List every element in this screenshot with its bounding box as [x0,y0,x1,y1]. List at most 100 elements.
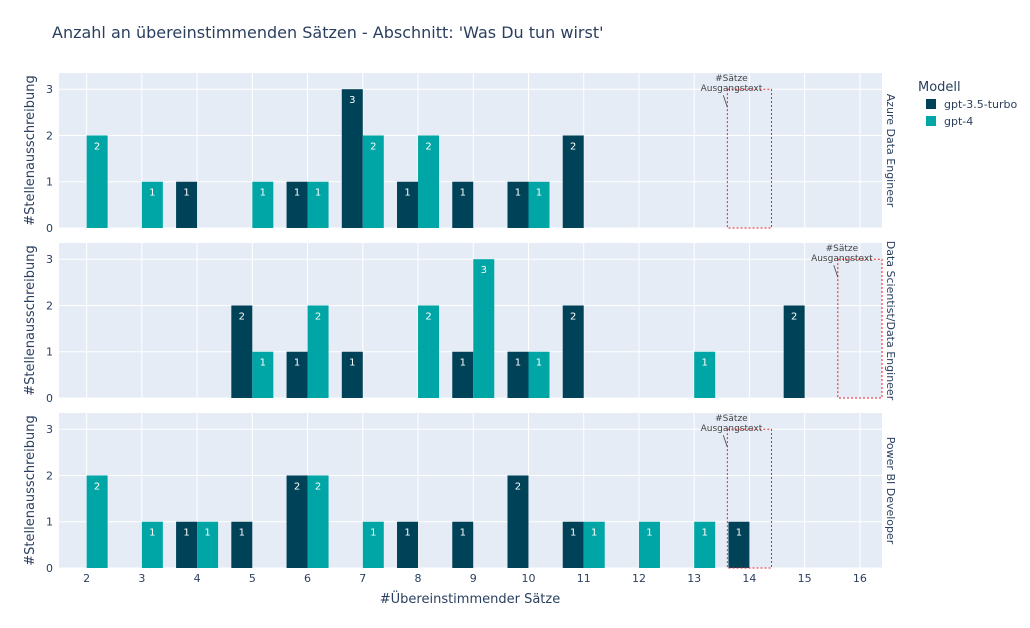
x-tick-label: 9 [470,572,477,585]
bar-value-label: 1 [204,528,210,539]
bar-value-label: 1 [460,358,466,369]
bar [86,475,108,568]
legend-item-label: gpt-3.5-turbo [944,98,1017,111]
y-tick-label: 1 [46,516,53,529]
y-tick-label: 0 [46,222,53,235]
bar [507,181,529,228]
bar [86,135,108,228]
x-tick-label: 3 [138,572,145,585]
bar [141,181,163,228]
bar [562,135,584,228]
bar [176,521,198,568]
x-tick-label: 14 [742,572,756,585]
bar-value-label: 2 [515,481,521,492]
bar-value-label: 1 [294,188,300,199]
facet-panels: 0 1 2 3 #Stellenausschreibung Azure Data Engi… [23,73,897,575]
bar-value-label: 1 [260,188,266,199]
x-tick-label: 11 [577,572,591,585]
bar-value-label: 1 [736,528,742,539]
facet-panel: 0 1 2 3 #Stellenausschreibung Azure Data Engi… [23,73,897,235]
x-tick-label: 5 [249,572,256,585]
bar-value-label: 2 [425,141,431,152]
bar-value-label: 1 [702,358,708,369]
bar [341,351,363,398]
facet-panel: 0 1 2 3 #Stellenausschreibung Power BI Develo… [23,413,897,575]
bar-value-label: 2 [294,481,300,492]
y-tick-label: 1 [46,346,53,359]
legend-item-label: gpt-4 [944,115,973,128]
y-tick-label: 2 [46,129,53,142]
x-axis: 2 3 4 5 6 7 8 9 10 11 12 13 14 15 16 [83,572,867,585]
x-tick-label: 4 [194,572,201,585]
bar [141,521,163,568]
bar-value-label: 1 [239,528,245,539]
bar-value-label: 1 [183,188,189,199]
bar [341,89,363,228]
y-tick-label: 0 [46,562,53,575]
bar [638,521,660,568]
bar [452,181,474,228]
bar-value-label: 1 [515,358,521,369]
bar-value-label: 2 [370,141,376,152]
bar-value-label: 1 [404,528,410,539]
bar [694,351,716,398]
bar [452,521,474,568]
chart-title: Anzahl an übereinstimmenden Sätzen - Abs… [52,23,604,42]
annotation-text: #Sätze [826,244,859,254]
bar-value-label: 1 [183,528,189,539]
y-tick-label: 2 [46,299,53,312]
bar-value-label: 2 [94,481,100,492]
bar [694,521,716,568]
annotation-arrow [722,95,728,108]
y-tick-label: 0 [46,392,53,405]
facet-label: Data Scientist/Data Engineer [884,241,897,401]
bar-value-label: 1 [149,528,155,539]
bar-value-label: 1 [404,188,410,199]
annotation-text: Ausgangstext [811,254,873,264]
legend[interactable]: Modell gpt-3.5-turbo gpt-4 [918,80,1017,128]
bar [286,181,308,228]
bar-value-label: 2 [570,311,576,322]
bar-value-label: 1 [536,358,542,369]
bar [473,259,495,398]
facet-panel: 0 1 2 3 #Stellenausschreibung Data Scientist/… [23,241,897,405]
x-tick-label: 2 [83,572,90,585]
bar [252,181,274,228]
y-tick-label: 3 [46,423,53,436]
bar [307,305,329,398]
reference-box [726,428,773,569]
legend-title: Modell [918,80,961,95]
bar-value-label: 2 [315,481,321,492]
y-tick-label: 3 [46,83,53,96]
bar-value-label: 2 [315,311,321,322]
bar-value-label: 1 [460,528,466,539]
x-tick-label: 10 [521,572,535,585]
bar-value-label: 1 [536,188,542,199]
bar [176,181,198,228]
bar [231,305,253,398]
annotation-arrow [722,435,728,448]
x-tick-label: 12 [632,572,646,585]
legend-swatch [926,99,936,109]
bar [728,521,750,568]
x-tick-label: 8 [415,572,422,585]
bar-value-label: 1 [515,188,521,199]
bar [252,351,274,398]
bar-value-label: 1 [646,528,652,539]
bar [562,521,584,568]
bar [362,521,384,568]
annotation-arrow [833,265,839,278]
bar-value-label: 1 [370,528,376,539]
bar-value-label: 2 [239,311,245,322]
x-axis-title: #Übereinstimmender Sätze [380,590,560,607]
bar [307,181,329,228]
bar-value-label: 2 [791,311,797,322]
facet-label: Power BI Developer [884,437,897,545]
reference-box [726,88,773,229]
y-axis-title: #Stellenausschreibung [23,75,38,226]
bar [507,351,529,398]
bar-value-label: 1 [702,528,708,539]
bar-value-label: 1 [294,358,300,369]
annotation-text: Ausgangstext [701,424,763,434]
